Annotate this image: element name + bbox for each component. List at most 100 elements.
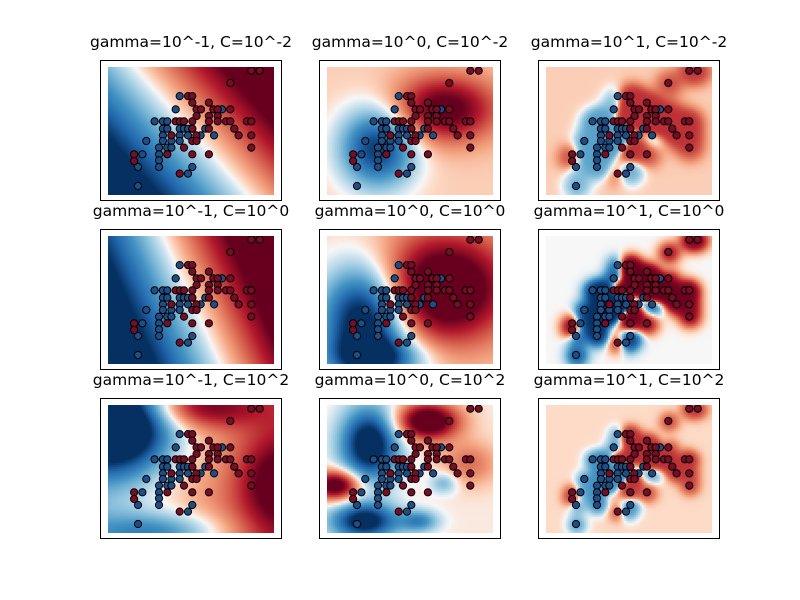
data-point-class-0 [571,331,581,341]
data-point-class-0 [592,156,602,165]
data-point-class-1 [642,319,652,328]
data-point-class-1 [349,494,358,504]
data-point-class-1 [226,443,235,452]
data-point-class-0 [163,455,172,464]
data-point-class-0 [407,331,416,341]
data-point-class-0 [580,474,589,484]
data-point-class-0 [613,430,622,439]
data-point-class-1 [432,117,441,126]
data-point-class-0 [613,92,622,101]
data-point-class-1 [213,286,222,295]
data-point-class-1 [601,319,610,328]
data-point-class-1 [630,280,639,290]
subplot: gamma=10^1, C=10^-2 [531,33,727,201]
data-point-class-1 [664,286,673,295]
data-point-class-1 [130,150,139,159]
data-point-class-0 [613,136,622,146]
data-point-class-1 [188,267,197,276]
data-point-class-1 [664,105,673,114]
data-point-class-0 [352,350,362,360]
data-point-class-0 [373,325,383,334]
data-point-class-1 [685,312,694,321]
data-point-class-0 [621,300,631,309]
data-point-class-1 [423,455,433,464]
data-point-class-1 [204,124,214,133]
data-point-class-0 [154,156,164,165]
data-point-class-1 [226,78,235,88]
data-point-class-1 [664,247,673,257]
data-point-class-1 [613,169,622,178]
data-point-class-1 [192,111,201,121]
data-point-class-0 [373,143,383,152]
data-point-class-1 [247,117,256,126]
scatter-layer [130,405,264,529]
data-point-class-1 [453,131,462,140]
data-point-class-1 [642,462,652,471]
data-point-class-1 [398,117,408,126]
data-point-class-1 [411,449,420,459]
data-point-class-0 [390,274,399,283]
data-point-class-1 [192,449,201,459]
data-point-class-1 [449,293,458,302]
data-point-class-1 [382,488,391,497]
data-point-class-1 [407,455,416,464]
data-point-class-1 [423,293,433,302]
data-point-class-0 [601,124,610,133]
data-point-class-1 [163,150,172,159]
data-point-class-1 [668,462,677,471]
data-point-class-1 [247,236,256,244]
data-point-class-0 [596,136,606,146]
data-point-class-1 [664,416,673,426]
data-point-class-1 [204,455,214,464]
data-point-class-0 [142,305,151,315]
data-point-class-1 [605,300,614,309]
subplot-title: gamma=10^1, C=10^0 [533,202,725,220]
data-point-class-1 [179,117,189,126]
data-point-class-1 [626,436,635,445]
data-point-class-1 [642,488,652,497]
data-point-class-0 [621,131,631,140]
data-point-class-1 [568,325,577,335]
data-point-class-0 [171,443,180,452]
data-point-class-1 [247,405,256,413]
data-point-class-0 [138,488,147,497]
data-point-class-1 [617,481,627,490]
subplot: gamma=10^1, C=10^2 [534,371,724,539]
data-point-class-1 [179,286,189,295]
data-point-class-1 [423,98,433,107]
data-point-class-0 [163,293,172,302]
data-point-class-0 [175,474,184,484]
subplot: gamma=10^0, C=10^0 [315,202,505,370]
data-point-class-1 [188,98,197,107]
data-point-class-1 [423,462,433,471]
data-point-class-0 [648,131,657,140]
data-point-class-0 [150,286,159,295]
data-point-class-0 [175,92,184,101]
data-point-class-1 [407,267,416,276]
data-point-class-0 [390,105,399,114]
decision-surface [327,405,493,533]
data-point-class-0 [394,474,403,484]
data-point-class-0 [158,474,168,484]
data-point-class-1 [411,474,420,484]
subplot-title: gamma=10^1, C=10^-2 [530,33,728,51]
data-point-class-1 [634,443,644,452]
data-point-class-1 [226,105,235,114]
data-point-class-1 [188,436,197,445]
data-point-class-0 [150,455,159,464]
data-point-class-1 [407,319,416,328]
subplot-title: gamma=10^0, C=10^0 [314,202,506,220]
data-point-class-1 [626,455,635,464]
data-point-class-1 [453,300,462,309]
scatter-layer [349,236,483,360]
data-point-class-0 [402,169,412,178]
data-point-class-0 [601,117,610,126]
data-point-class-1 [247,469,256,478]
data-point-class-1 [651,117,660,126]
data-point-class-1 [685,143,694,152]
data-point-class-0 [402,131,412,140]
data-point-class-0 [429,131,438,140]
data-point-class-1 [693,236,702,244]
data-point-class-1 [255,405,264,413]
data-point-class-1 [568,488,577,497]
